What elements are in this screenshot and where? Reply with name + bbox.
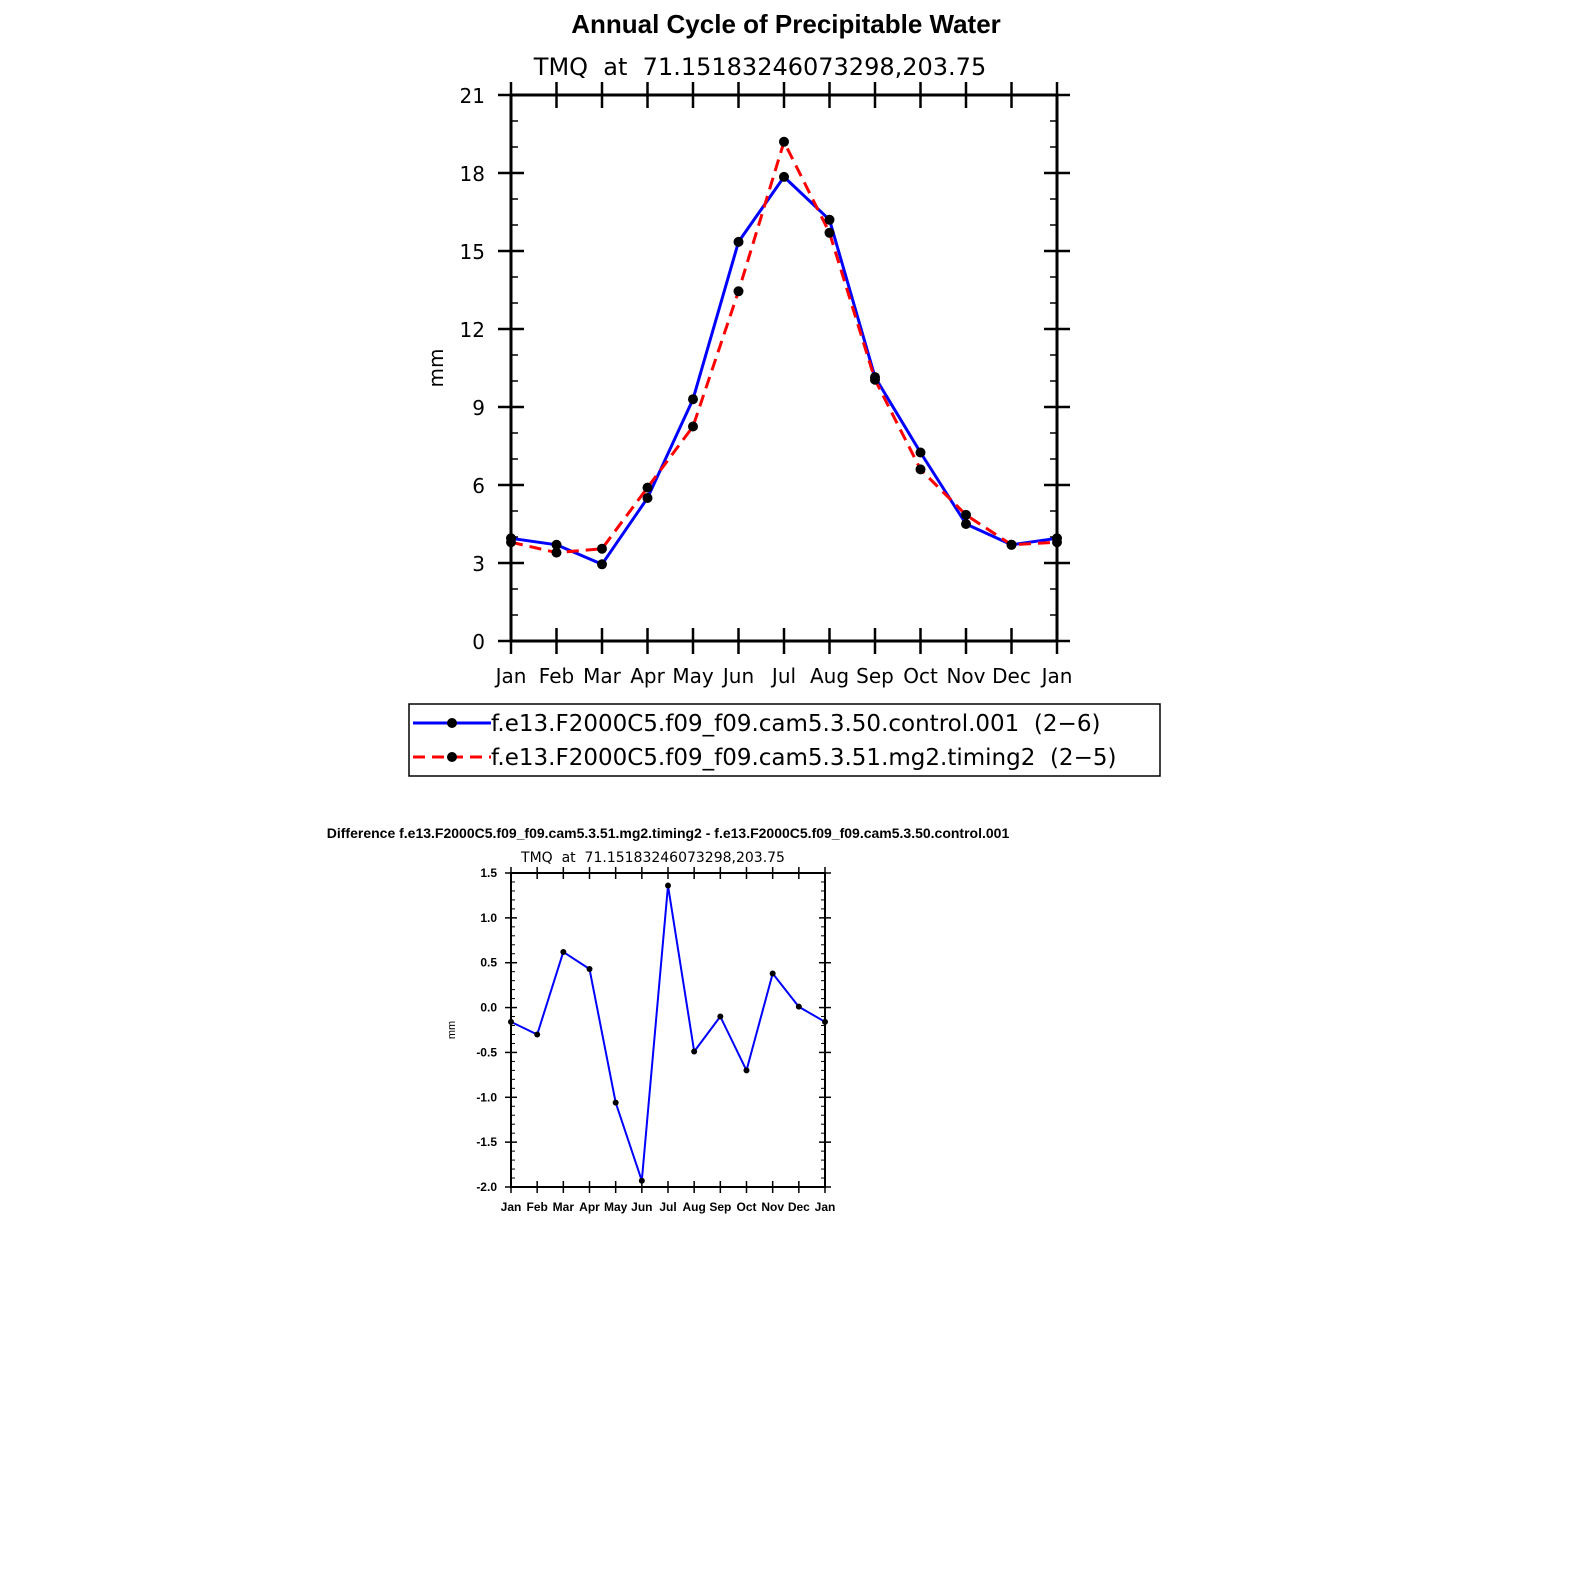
chart1-series-1-point: [551, 547, 562, 558]
chart2-series-0-point: [586, 965, 593, 972]
chart2-series-0-point: [822, 1018, 828, 1025]
chart1-subtitle: TMQ at 71.15183246073298,203.75: [533, 53, 986, 81]
chart1-legend: f.e13.F2000C5.f09_f09.cam5.3.50.control.…: [408, 703, 1161, 777]
chart1-series-1-point: [688, 421, 698, 432]
chart2-xtick-label: May: [604, 1200, 628, 1214]
chart1-series-0-point: [824, 214, 835, 225]
chart2-xtick-label: Apr: [579, 1200, 600, 1214]
chart2-xtick-label: Mar: [553, 1200, 575, 1214]
chart1-ytick-label: 12: [460, 318, 485, 342]
chart2-xtick-label: Jun: [631, 1200, 652, 1214]
chart2-plot: -2.0 -1.5 -1.0 -0.5 0.0 0.5 1.0 1.5 Jan Feb Mar Apr…: [476, 866, 835, 1214]
chart2-series-0-point: [717, 1013, 724, 1020]
chart1-series-1-point: [915, 464, 926, 475]
chart2-series-0-point: [743, 1067, 750, 1074]
chart1-xtick-label: Mar: [583, 664, 622, 688]
chart1-ytick-label: 21: [460, 84, 485, 108]
chart2-series-0-point: [691, 1048, 698, 1055]
chart1-xtick-label: Dec: [992, 664, 1031, 688]
chart1-series-1-point: [1006, 539, 1017, 550]
chart1-series-1-point: [824, 227, 835, 238]
chart2-series-0-point: [795, 1003, 802, 1010]
chart2-series-0-point: [769, 970, 776, 977]
chart2-series-0-point: [638, 1177, 645, 1184]
chart2-ytick-label: 0.0: [480, 1001, 497, 1015]
chart1-series-1-point: [597, 543, 607, 554]
chart2-xtick-label: Aug: [683, 1200, 706, 1214]
chart1-series-0-point: [733, 236, 744, 247]
chart2-series-0-point: [612, 1099, 619, 1106]
chart2-title: Difference f.e13.F2000C5.f09_f09.cam5.3.…: [327, 825, 1010, 841]
legend-label-control: f.e13.F2000C5.f09_f09.cam5.3.50.control.…: [491, 711, 1100, 737]
chart1-series-0-point: [642, 493, 653, 503]
chart2-xtick-label: Jul: [659, 1200, 676, 1214]
chart1-series-0-point: [688, 394, 698, 405]
chart1-series-1-point: [506, 537, 516, 548]
chart2-ytick-label: -0.5: [476, 1045, 497, 1059]
chart1-xtick-label: Jul: [770, 664, 796, 688]
chart1-xtick-label: Oct: [903, 664, 938, 688]
chart2-xtick-label: Feb: [526, 1200, 547, 1214]
legend-marker-timing2: [447, 752, 457, 762]
chart1-xtick-label: Jan: [1040, 664, 1073, 688]
chart2-xtick-label: Dec: [788, 1200, 810, 1214]
chart1-xtick-label: Jan: [494, 664, 527, 688]
chart1-series-1-point: [870, 374, 880, 385]
chart2-series-0-point: [508, 1018, 514, 1025]
chart1-xtick-label: May: [672, 664, 714, 688]
chart1-ytick-label: 9: [472, 396, 485, 420]
chart2-ytick-label: 1.0: [480, 911, 497, 925]
chart1-series-1-point: [779, 136, 789, 147]
chart1-ytick-label: 18: [460, 162, 485, 186]
chart1-series-1-point: [642, 482, 653, 493]
chart1-series-0-point: [597, 559, 607, 570]
chart1-xtick-label: Nov: [946, 664, 985, 688]
chart2-subtitle: TMQ at 71.15183246073298,203.75: [520, 850, 785, 866]
chart1-series-0-point: [915, 447, 926, 458]
chart2-ylabel: mm: [446, 1021, 458, 1039]
chart1-series-0-point: [961, 519, 971, 529]
chart2-xtick-label: Nov: [761, 1200, 784, 1214]
chart1-xtick-label: Feb: [539, 664, 574, 688]
chart2-series-0-point: [560, 948, 567, 955]
chart1-series-0-point: [779, 171, 789, 182]
chart1-ytick-label: 3: [472, 552, 485, 576]
chart2-ytick-label: -1.0: [476, 1090, 497, 1104]
chart2-ytick-label: 0.5: [480, 956, 497, 970]
chart1-xtick-label: Jun: [721, 664, 754, 688]
chart1-ytick-label: 15: [460, 240, 485, 264]
chart2-xtick-label: Oct: [736, 1200, 756, 1214]
chart1-series-1-point: [1052, 537, 1062, 548]
chart1-ylabel: mm: [424, 349, 448, 388]
chart1-ytick-label: 6: [472, 474, 485, 498]
chart1-ytick-label: 0: [472, 630, 485, 654]
chart1-series-0-point: [551, 539, 562, 550]
chart2-xtick-label: Sep: [709, 1200, 731, 1214]
chart2-ytick-label: 1.5: [480, 866, 497, 880]
chart2-series-0-point: [534, 1031, 541, 1038]
chart2-xtick-label: Jan: [815, 1200, 836, 1214]
chart2-ytick-label: -1.5: [476, 1135, 497, 1149]
chart1-xtick-label: Aug: [810, 664, 849, 688]
chart2-series-0-point: [665, 882, 671, 889]
chart1-xtick-label: Apr: [630, 664, 665, 688]
chart1-series-1-point: [733, 286, 744, 297]
chart2-xtick-label: Jan: [501, 1200, 522, 1214]
chart1-series-1-point: [961, 509, 971, 520]
chart1-plot: 0 3 6 9 12 15 18 21 Jan Feb Mar Apr May Jun Jul Aug Sep O…: [460, 82, 1073, 688]
chart1-title: Annual Cycle of Precipitable Water: [571, 9, 1001, 39]
chart1-xtick-label: Sep: [856, 664, 894, 688]
legend-label-timing2: f.e13.F2000C5.f09_f09.cam5.3.51.mg2.timi…: [491, 745, 1116, 771]
chart2-ytick-label: -2.0: [476, 1180, 497, 1194]
legend-marker-control: [447, 718, 457, 728]
